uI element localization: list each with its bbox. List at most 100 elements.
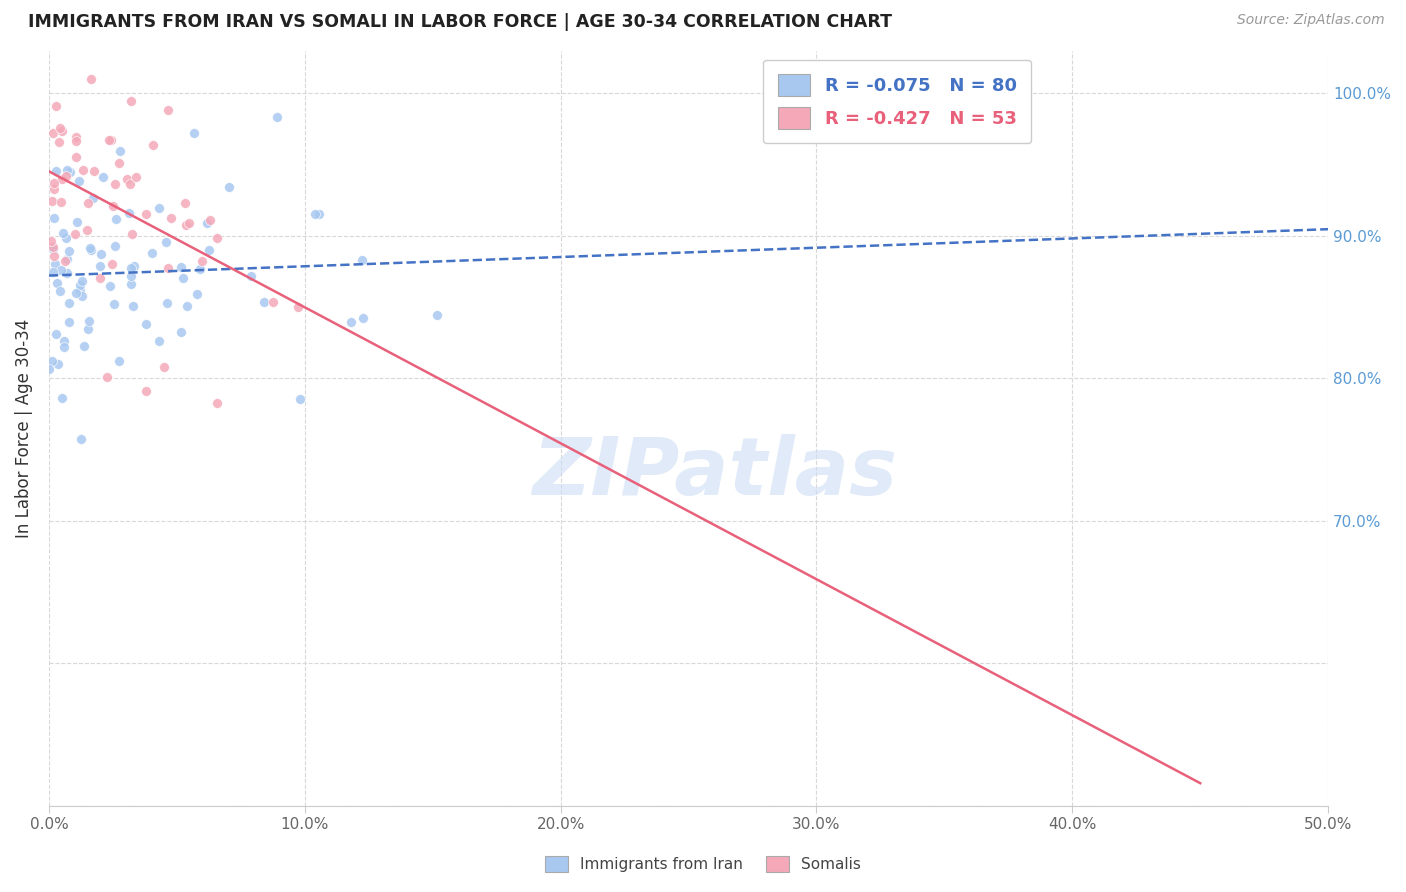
Point (42, 265, 65, 279)
Point (76, 222, 98, 236)
Point (120, 269, 142, 284)
Point (198, 244, 221, 258)
Point (156, 103, 179, 118)
Point (186, 287, 208, 301)
Text: ZIPatlas: ZIPatlas (531, 434, 897, 512)
Point (65, 135, 87, 149)
Point (56, 266, 79, 280)
Point (100, 133, 122, 147)
Point (41, 194, 63, 209)
Point (188, 262, 211, 277)
Point (90, 247, 112, 261)
Point (44, 257, 66, 271)
Point (82, 191, 104, 205)
Point (135, 207, 157, 221)
Point (120, 277, 142, 291)
Point (70, 432, 93, 446)
Point (124, 169, 146, 184)
Point (45, 99, 67, 113)
Point (98, 279, 121, 293)
Point (51, 124, 73, 138)
Point (56, 163, 79, 178)
Point (52, 226, 75, 240)
Point (122, 259, 145, 273)
Point (120, 94, 142, 108)
Point (77, 314, 100, 328)
Point (49, 284, 72, 298)
Point (352, 311, 374, 326)
Point (72, 163, 94, 178)
Point (80, 243, 103, 257)
Point (65, 130, 87, 145)
Point (103, 296, 125, 310)
Point (39, 240, 62, 254)
Point (170, 325, 193, 339)
Point (69, 277, 91, 292)
Point (45, 164, 67, 178)
Point (55, 230, 77, 244)
Point (51, 171, 73, 186)
Point (77, 322, 100, 336)
Point (53, 254, 76, 268)
Point (115, 172, 138, 186)
Point (177, 216, 200, 230)
Point (42, 242, 65, 256)
Point (262, 295, 284, 310)
Point (155, 235, 177, 250)
Point (41, 354, 63, 368)
Point (59, 165, 82, 179)
Point (45, 326, 67, 341)
Point (104, 211, 127, 226)
Point (89, 259, 111, 273)
Point (253, 294, 276, 309)
Point (55, 169, 77, 183)
Point (135, 317, 157, 331)
Point (42, 249, 65, 263)
Legend: Immigrants from Iran, Somalis: Immigrants from Iran, Somalis (537, 848, 869, 880)
Point (49, 120, 72, 135)
Point (103, 199, 125, 213)
Point (79, 241, 101, 255)
Point (287, 300, 309, 314)
Point (56, 252, 79, 267)
Point (121, 227, 143, 241)
Point (183, 126, 205, 140)
Point (135, 384, 157, 399)
Point (58, 244, 80, 259)
Point (46, 357, 69, 371)
Point (426, 308, 449, 322)
Point (93, 169, 115, 184)
Point (176, 299, 198, 313)
Point (266, 110, 288, 124)
Point (157, 261, 180, 276)
Point (156, 296, 179, 310)
Point (44, 177, 66, 191)
Point (288, 392, 311, 406)
Point (173, 196, 195, 211)
Point (73, 339, 96, 353)
Point (108, 354, 131, 368)
Point (70, 289, 93, 303)
Point (108, 156, 131, 170)
Point (66, 215, 89, 229)
Point (120, 177, 142, 191)
Point (101, 257, 124, 271)
Point (53, 340, 76, 354)
Point (39, 234, 62, 248)
Point (304, 207, 326, 221)
Legend: R = -0.075   N = 80, R = -0.427   N = 53: R = -0.075 N = 80, R = -0.427 N = 53 (763, 60, 1031, 144)
Point (38, 362, 60, 376)
Point (142, 138, 165, 153)
Point (308, 206, 330, 220)
Point (48, 135, 70, 149)
Point (108, 144, 131, 158)
Point (205, 396, 228, 410)
Point (148, 334, 170, 348)
Point (350, 253, 373, 268)
Point (96, 369, 118, 384)
Point (121, 299, 143, 313)
Point (51, 391, 73, 405)
Point (174, 218, 197, 232)
Point (83, 164, 105, 178)
Text: IMMIGRANTS FROM IRAN VS SOMALI IN LABOR FORCE | AGE 30-34 CORRELATION CHART: IMMIGRANTS FROM IRAN VS SOMALI IN LABOR … (28, 13, 893, 31)
